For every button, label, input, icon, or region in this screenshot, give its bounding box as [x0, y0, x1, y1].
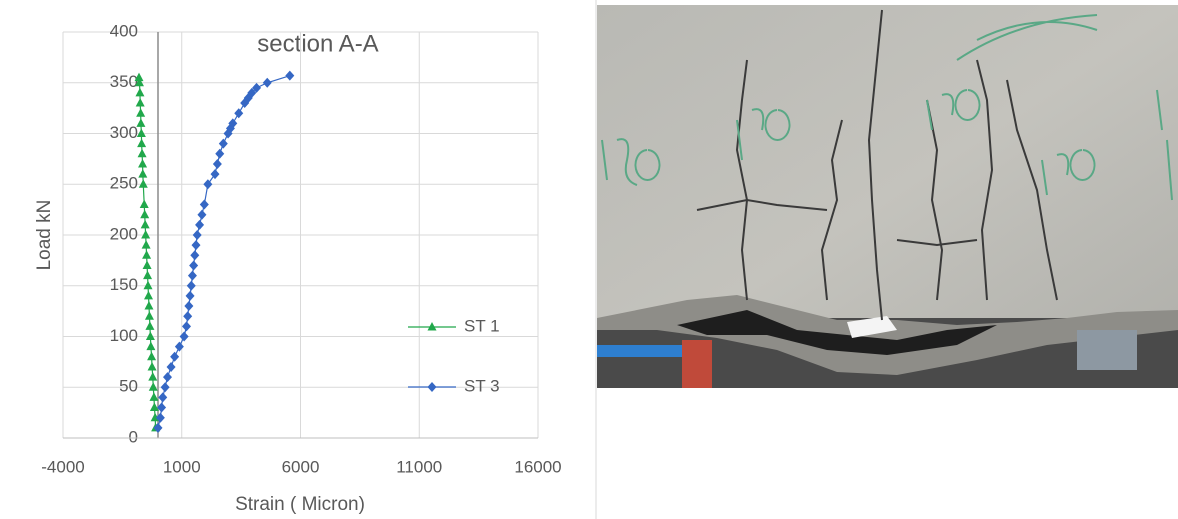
steel-support — [1077, 330, 1137, 370]
x-tick-label: 6000 — [282, 457, 320, 476]
x-tick-label: 16000 — [514, 457, 561, 476]
y-tick-label: 350 — [110, 72, 138, 91]
legend-label: ST 1 — [464, 316, 500, 335]
y-tick-label: 200 — [110, 224, 138, 243]
x-axis-label: Strain ( Micron) — [235, 494, 365, 515]
y-tick-label: 300 — [110, 123, 138, 142]
y-tick-label: 50 — [119, 377, 138, 396]
y-tick-label: 400 — [110, 21, 138, 40]
x-tick-label: 11000 — [396, 457, 442, 476]
page: {"chart_data": {"type": "scatter", "line… — [0, 0, 1178, 519]
legend-label: ST 3 — [464, 376, 500, 395]
chart-title: section A-A — [257, 30, 378, 57]
y-axis-label: Load kN — [34, 200, 55, 271]
chart-background — [0, 0, 596, 519]
x-tick-label: 1000 — [163, 457, 201, 476]
x-tick-label: -4000 — [41, 457, 84, 476]
red-clamp — [682, 340, 712, 388]
chart: section A-A Strain ( Micron) Load kN 0 50… — [0, 0, 597, 519]
y-tick-label: 0 — [129, 427, 138, 446]
y-tick-label: 100 — [110, 326, 138, 345]
y-tick-label: 250 — [110, 174, 138, 193]
screen: section A-A Strain ( Micron) Load kN 0 50… — [0, 0, 1178, 519]
beam-photo — [597, 0, 1178, 519]
y-tick-label: 150 — [110, 275, 138, 294]
